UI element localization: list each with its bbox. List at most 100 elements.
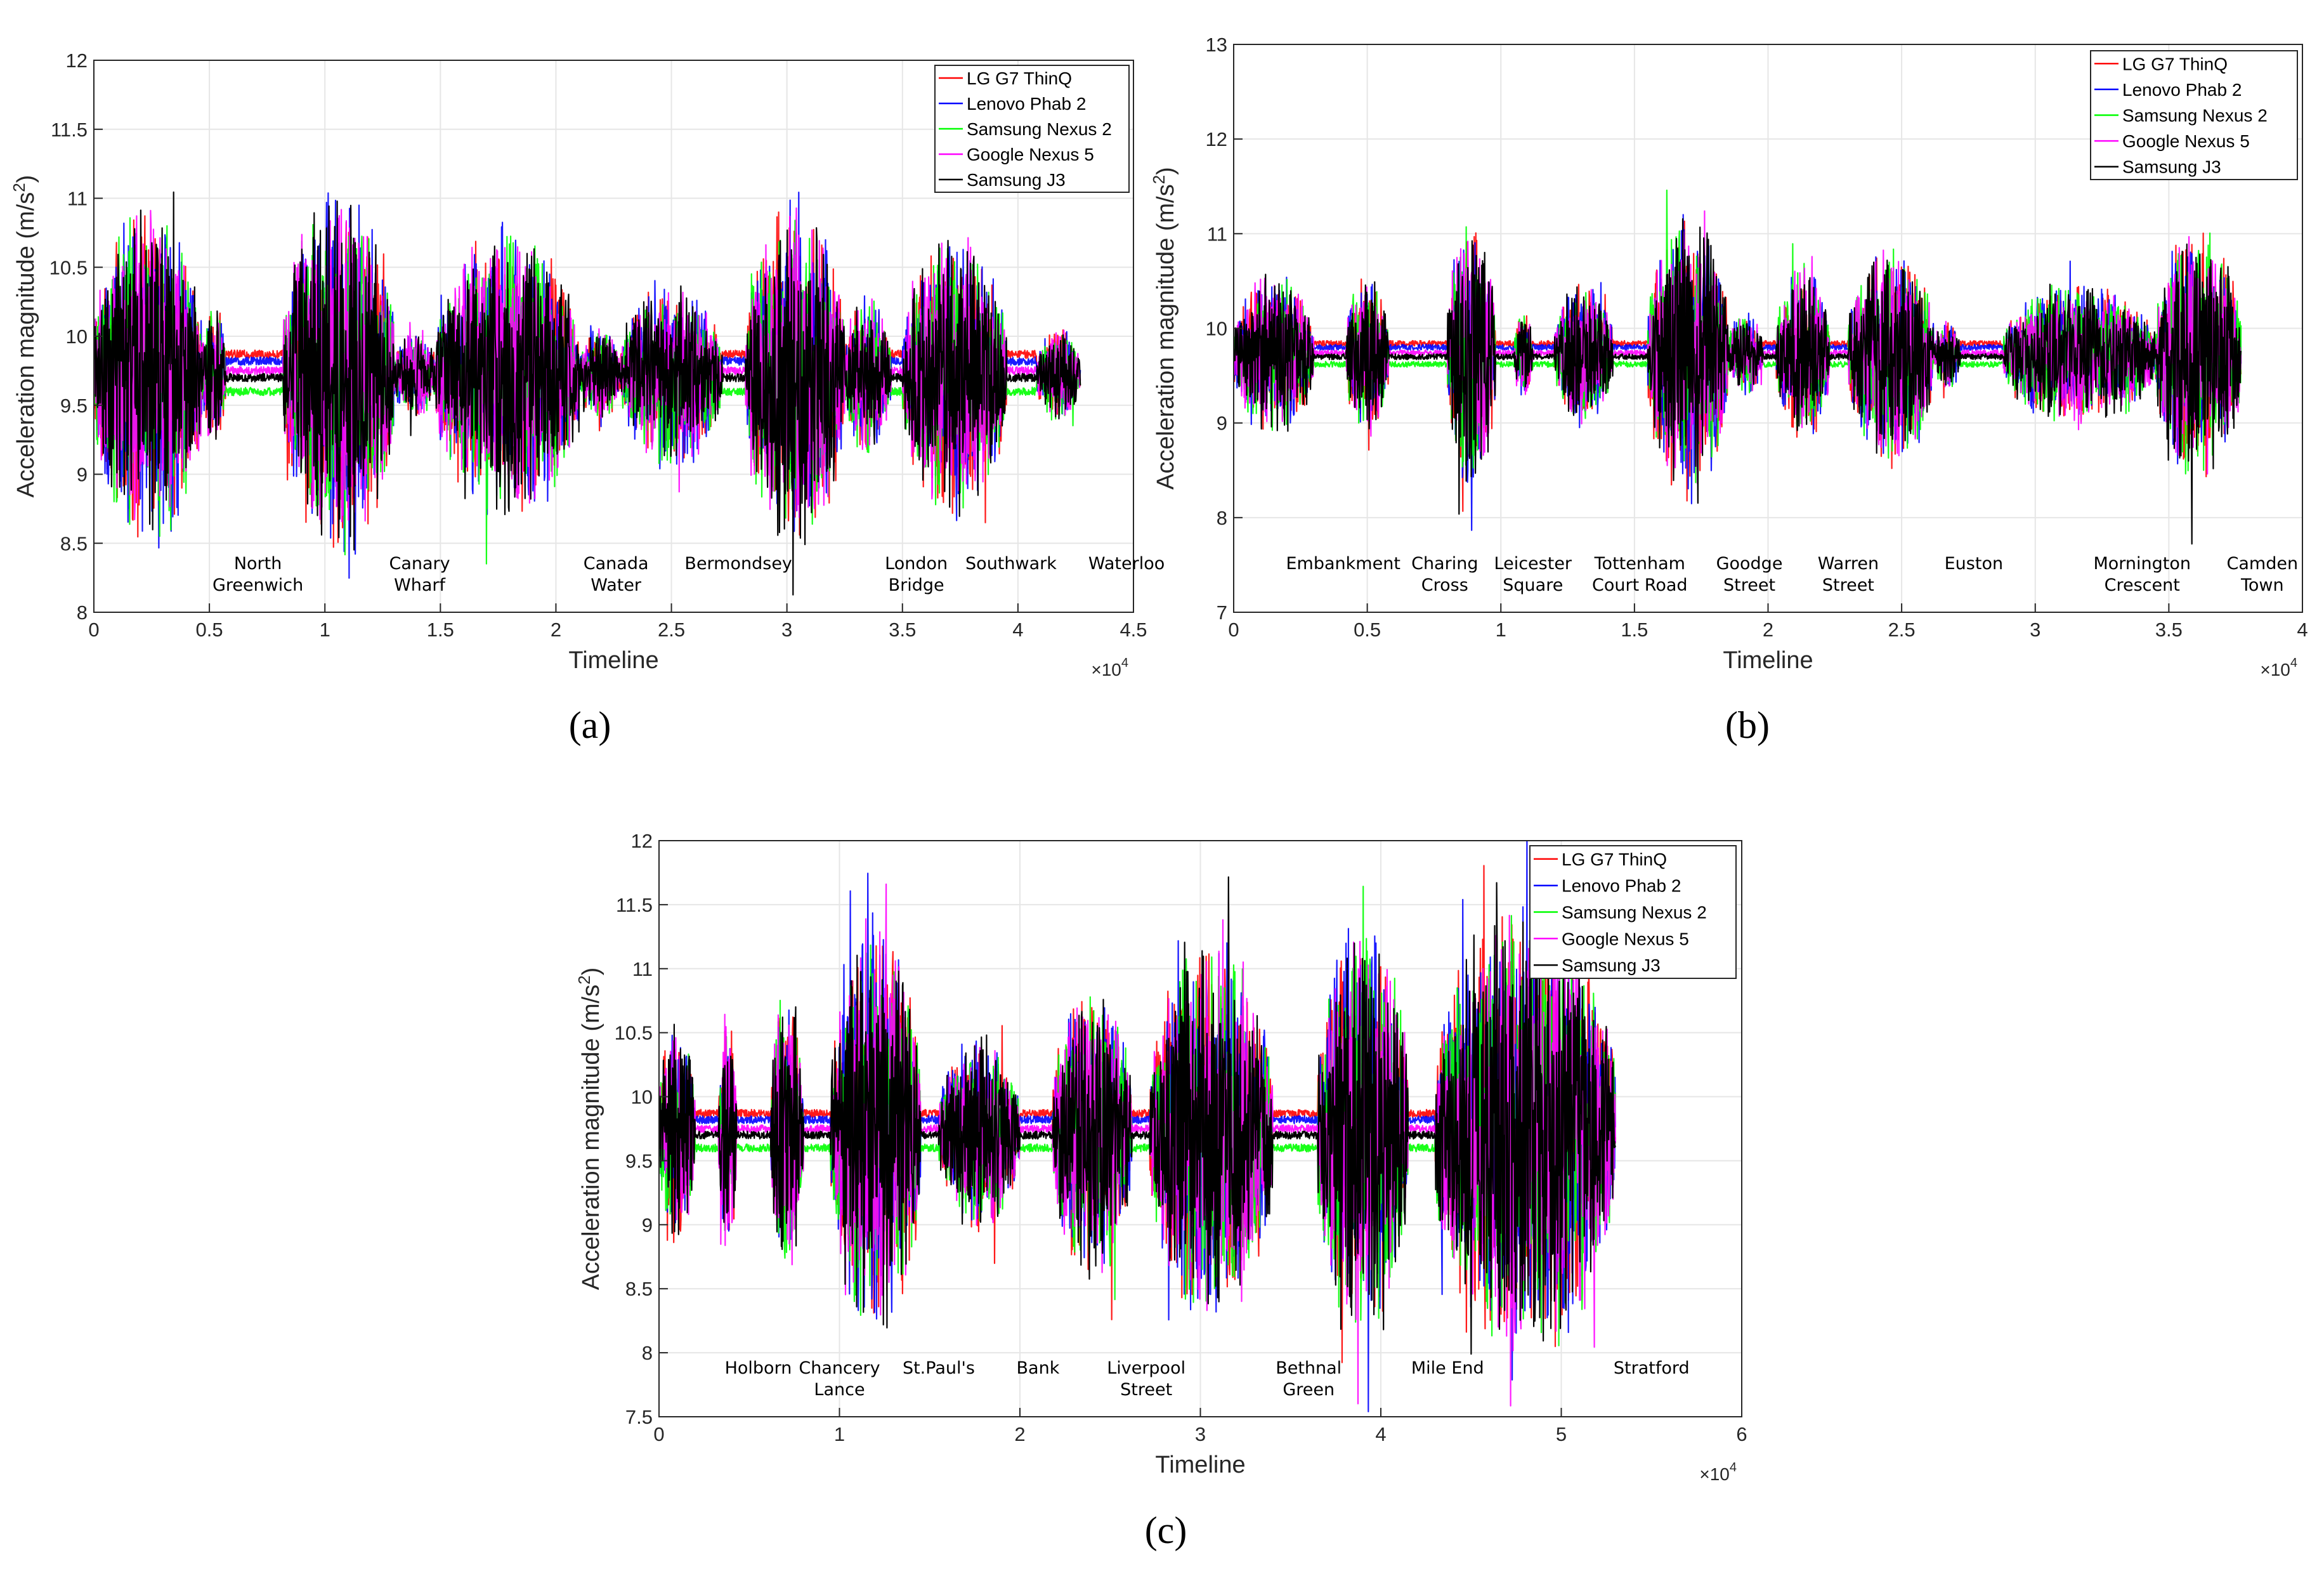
station-label: Liverpool — [1107, 1358, 1185, 1378]
station-label: Wharf — [394, 575, 446, 595]
y-tick-label: 11.5 — [616, 894, 653, 916]
x-tick-label: 3 — [1195, 1423, 1206, 1445]
x-tick-label: 4.5 — [1120, 619, 1147, 641]
traces — [659, 841, 1616, 1412]
station-label: Street — [1822, 575, 1874, 595]
legend-entry: LG G7 ThinQ — [967, 69, 1072, 88]
chart-panel-c: 0 1 2 3 4 5 67.588.599.51010.51111.512×104Time… — [575, 830, 1747, 1551]
station-label: Charing — [1411, 554, 1478, 574]
x-axis-label: Timeline — [1155, 1452, 1245, 1478]
station-label: North — [234, 554, 282, 574]
x-tick-label: 1.5 — [427, 619, 454, 641]
station-label: Holborn — [725, 1358, 792, 1378]
series-line-samsung-j3 — [94, 191, 1081, 596]
station-label: Euston — [1945, 554, 2003, 574]
station-label: Goodge — [1716, 554, 1783, 574]
station-label: Cross — [1421, 575, 1468, 595]
y-axis-label: Acceleration magnitude (m/s2) — [1149, 167, 1179, 490]
station-label: Warren — [1818, 554, 1879, 574]
legend-entry: Samsung Nexus 2 — [2122, 106, 2268, 126]
y-tick-label: 8.5 — [625, 1278, 653, 1300]
x-tick-label: 0.5 — [196, 619, 223, 641]
legend-entry: Google Nexus 5 — [2122, 131, 2250, 151]
series-line-samsung-j3 — [659, 876, 1616, 1355]
station-label: Town — [2240, 575, 2284, 595]
y-tick-label: 8 — [77, 601, 88, 624]
legend-box — [1529, 845, 1737, 979]
legend-entry: Samsung J3 — [1562, 955, 1661, 975]
station-label: Embankment — [1286, 554, 1400, 574]
station-label: Court Road — [1592, 575, 1688, 595]
series-line-samsung-j3 — [1234, 218, 2242, 545]
station-label: Greenwich — [212, 575, 303, 595]
legend-entry: Samsung Nexus 2 — [1562, 903, 1707, 923]
traces — [1234, 189, 2242, 545]
x-tick-label: 0.5 — [1354, 619, 1381, 641]
x-tick-label: 1.5 — [1621, 619, 1648, 641]
station-label: Lance — [814, 1380, 865, 1400]
x-tick-label: 2.5 — [1888, 619, 1916, 641]
legend-entry: Samsung Nexus 2 — [967, 119, 1112, 139]
station-label: Bethnal — [1276, 1358, 1342, 1378]
station-label: Canada — [584, 554, 649, 574]
y-tick-label: 10.5 — [49, 256, 88, 279]
y-tick-label: 9 — [77, 464, 88, 486]
legend-entry: Lenovo Phab 2 — [1562, 876, 1681, 896]
x-tick-label: 1 — [834, 1423, 845, 1445]
station-label: Canary — [389, 554, 450, 574]
station-label: Square — [1503, 575, 1563, 595]
station-label: St.Paul's — [903, 1358, 975, 1378]
y-tick-label: 9.5 — [60, 395, 88, 417]
y-tick-label: 8.5 — [60, 532, 88, 555]
y-tick-label: 12 — [1206, 128, 1227, 150]
x-tick-label: 0 — [653, 1423, 664, 1445]
y-tick-label: 12 — [631, 830, 653, 852]
x-tick-label: 0 — [88, 619, 99, 641]
x-tick-label: 3 — [781, 619, 792, 641]
panel-label: (c) — [1145, 1509, 1187, 1551]
x-tick-label: 4 — [2297, 619, 2308, 641]
panel-label: (b) — [1725, 704, 1770, 746]
x-exponent-power: 4 — [1730, 1461, 1737, 1474]
x-tick-label: 2 — [1014, 1423, 1025, 1445]
station-label: Bermondsey — [684, 554, 792, 574]
x-axis-label: Timeline — [568, 647, 658, 674]
y-tick-label: 9 — [1217, 412, 1227, 435]
station-label: Leicester — [1494, 554, 1572, 574]
x-tick-label: 3.5 — [889, 619, 916, 641]
legend-box — [2090, 50, 2298, 180]
station-label: Green — [1283, 1380, 1335, 1400]
station-label: Bridge — [889, 575, 944, 595]
y-tick-label: 10 — [1206, 318, 1227, 340]
legend-entry: Lenovo Phab 2 — [2122, 80, 2242, 100]
x-tick-label: 2 — [1763, 619, 1773, 641]
station-label: Camden — [2227, 554, 2299, 574]
x-exponent-power: 4 — [2290, 656, 2297, 670]
y-tick-label: 13 — [1206, 34, 1227, 56]
x-tick-label: 3 — [2030, 619, 2040, 641]
station-label: Bank — [1017, 1358, 1060, 1378]
station-label: Tottenham — [1594, 554, 1685, 574]
station-label: Mornington — [2093, 554, 2191, 574]
y-tick-label: 10 — [631, 1086, 653, 1108]
y-tick-label: 7 — [1217, 601, 1227, 624]
station-label: Mile End — [1411, 1358, 1484, 1378]
legend-entry: Google Nexus 5 — [1562, 929, 1689, 949]
x-exponent: ×104 — [1699, 1461, 1737, 1484]
station-label: Street — [1120, 1380, 1172, 1400]
x-tick-label: 2 — [551, 619, 561, 641]
y-tick-label: 9 — [642, 1214, 653, 1236]
station-label: Southwark — [965, 554, 1057, 574]
chart-panel-b: 0 0.5 1 1.5 2 2.5 3 3.5 4 7 8 9 10 11 12 13 ×104 Timeline… — [1149, 34, 2308, 746]
x-tick-label: 0 — [1228, 619, 1239, 641]
legend-box — [934, 65, 1130, 193]
station-label: London — [885, 554, 948, 574]
x-axis-label: Timeline — [1723, 647, 1813, 674]
station-label: Waterloo — [1088, 554, 1165, 574]
x-tick-label: 5 — [1556, 1423, 1567, 1445]
station-label: Stratford — [1614, 1358, 1690, 1378]
legend-entry: Lenovo Phab 2 — [967, 94, 1086, 114]
legend-entry: Samsung J3 — [967, 170, 1066, 190]
y-tick-label: 9.5 — [625, 1150, 653, 1172]
